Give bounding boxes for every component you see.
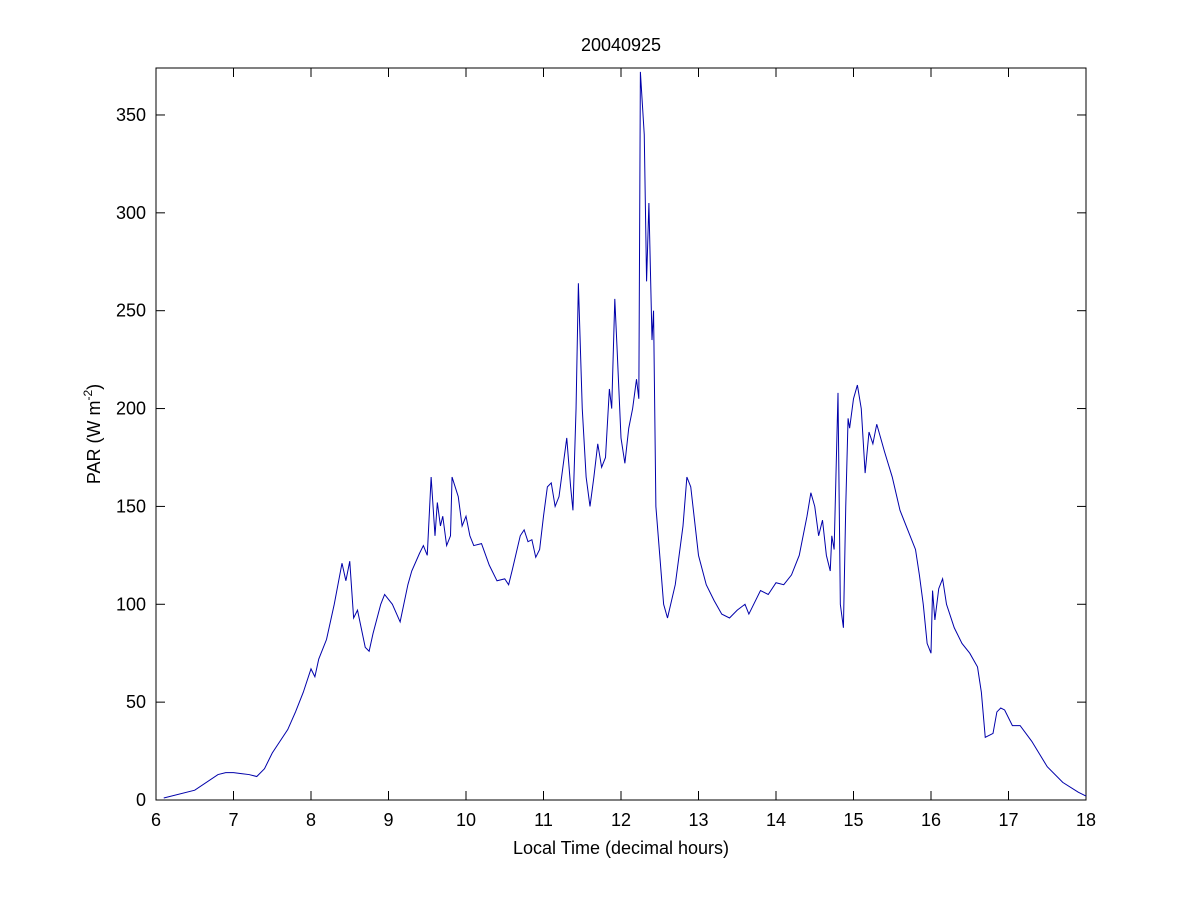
x-tick-label: 7 — [228, 810, 238, 830]
y-label-text: PAR (W m — [84, 401, 104, 485]
y-label-text-end: ) — [84, 384, 104, 390]
data-line — [163, 71, 1087, 799]
x-tick-label: 17 — [998, 810, 1018, 830]
x-tick-label: 10 — [456, 810, 476, 830]
x-tick-label: 8 — [306, 810, 316, 830]
chart-title: 20040925 — [581, 35, 661, 55]
x-tick-label: 14 — [766, 810, 786, 830]
y-tick-label: 350 — [116, 105, 146, 125]
x-tick-label: 6 — [151, 810, 161, 830]
y-label-superscript: -2 — [81, 390, 95, 401]
x-tick-label: 11 — [534, 810, 553, 830]
y-tick-label: 250 — [116, 301, 146, 321]
y-tick-label: 200 — [116, 399, 146, 419]
y-tick-label: 50 — [126, 692, 146, 712]
y-tick-label: 100 — [116, 594, 146, 614]
y-tick-label: 0 — [136, 790, 146, 810]
x-tick-label: 9 — [383, 810, 393, 830]
y-tick-label: 150 — [116, 496, 146, 516]
y-tick-label: 300 — [116, 203, 146, 223]
x-tick-label: 16 — [921, 810, 941, 830]
x-axis-label: Local Time (decimal hours) — [513, 838, 729, 858]
x-tick-label: 13 — [688, 810, 708, 830]
y-axis-label: PAR (W m-2) — [81, 384, 104, 484]
x-tick-label: 12 — [611, 810, 631, 830]
x-tick-label: 15 — [843, 810, 863, 830]
x-tick-label: 18 — [1076, 810, 1096, 830]
